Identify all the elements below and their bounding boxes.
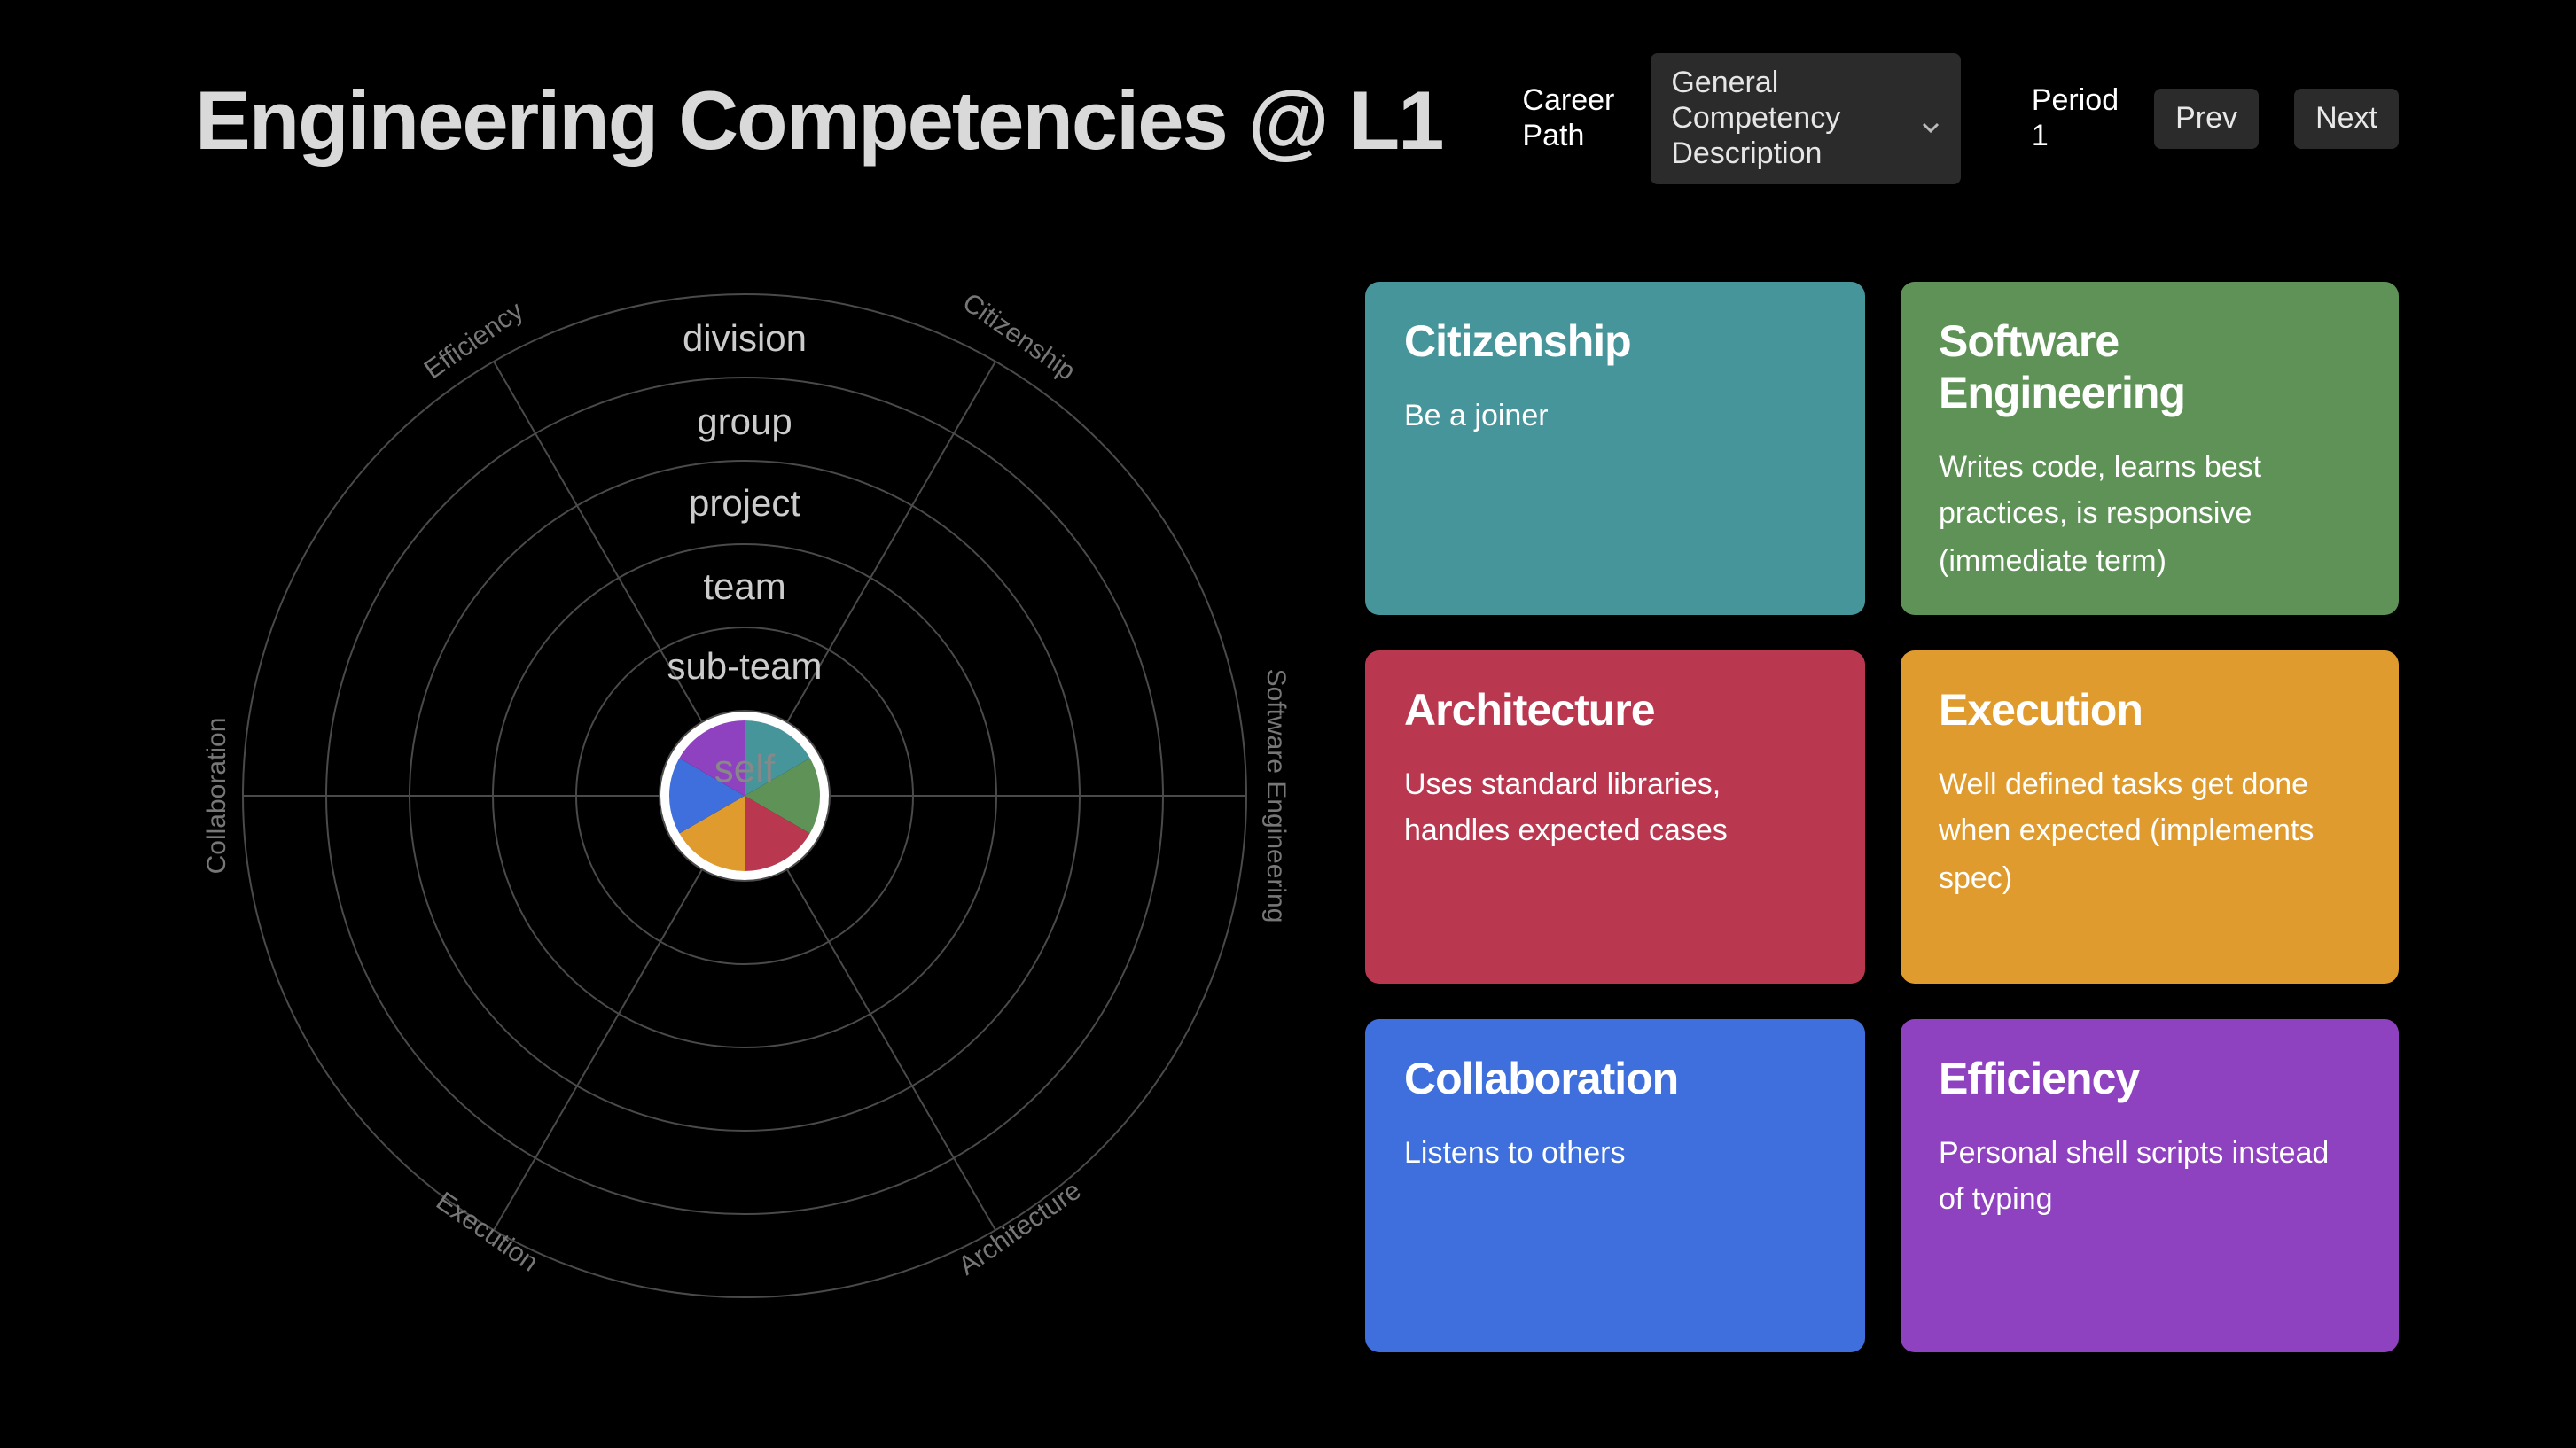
period-label: Period 1	[2032, 83, 2119, 154]
axis-label-efficiency: Efficiency	[419, 296, 529, 385]
axis-label-collaboration: Collaboration	[202, 718, 231, 875]
card-body: Listens to others	[1404, 1131, 1825, 1178]
main-content: self sub-team team project group division Citi…	[195, 282, 2399, 1352]
ring-label-project: project	[689, 482, 800, 524]
career-path-dropdown[interactable]: General Competency Description	[1650, 53, 1961, 184]
competency-card-citizenship[interactable]: Citizenship Be a joiner	[1365, 282, 1864, 615]
card-title: Collaboration	[1404, 1055, 1825, 1106]
ring-label-sub-team: sub-team	[667, 645, 822, 687]
dropdown-value: General Competency Description	[1671, 66, 1897, 172]
ring-label-group: group	[697, 401, 792, 442]
radar-chart: self sub-team team project group division Citi…	[195, 282, 1294, 1345]
radar-svg: self sub-team team project group division Citi…	[195, 282, 1330, 1345]
card-title: Architecture	[1404, 686, 1825, 737]
prev-button[interactable]: Prev	[2154, 89, 2259, 149]
axis-label-citizenship: Citizenship	[957, 288, 1081, 386]
axis-label-software-engineering: Software Engineering	[1261, 669, 1291, 923]
card-body: Personal shell scripts instead of typing	[1939, 1131, 2360, 1224]
card-body: Writes code, learns best practices, is r…	[1939, 445, 2360, 585]
career-path-label: Career Path	[1522, 83, 1614, 154]
card-title: Software Engineering	[1939, 317, 2360, 420]
axis-label-execution: Execution	[431, 1187, 543, 1278]
card-title: Citizenship	[1404, 317, 1825, 369]
ring-label-self: self	[714, 747, 776, 790]
competency-cards-grid: Citizenship Be a joiner Software Engineeri…	[1365, 282, 2399, 1352]
competency-card-execution[interactable]: Execution Well defined tasks get done whe…	[1900, 650, 2399, 984]
card-title: Execution	[1939, 686, 2360, 737]
page-title: Engineering Competencies @ L1	[195, 70, 1442, 167]
card-body: Be a joiner	[1404, 393, 1825, 440]
card-body: Well defined tasks get done when expecte…	[1939, 762, 2360, 902]
ring-label-team: team	[703, 565, 785, 607]
competency-card-efficiency[interactable]: Efficiency Personal shell scripts instead…	[1900, 1019, 2399, 1352]
competency-card-software-engineering[interactable]: Software Engineering Writes code, learns …	[1900, 282, 2399, 615]
ring-label-division: division	[683, 317, 807, 359]
header: Engineering Competencies @ L1 Career Pat…	[195, 53, 2399, 184]
page-root: Engineering Competencies @ L1 Career Pat…	[0, 0, 2576, 1448]
card-title: Efficiency	[1939, 1055, 2360, 1106]
competency-card-architecture[interactable]: Architecture Uses standard libraries, han…	[1365, 650, 1864, 984]
chevron-down-icon	[1922, 110, 1940, 128]
card-body: Uses standard libraries, handles expecte…	[1404, 762, 1825, 855]
next-button[interactable]: Next	[2294, 89, 2399, 149]
competency-card-collaboration[interactable]: Collaboration Listens to others	[1365, 1019, 1864, 1352]
